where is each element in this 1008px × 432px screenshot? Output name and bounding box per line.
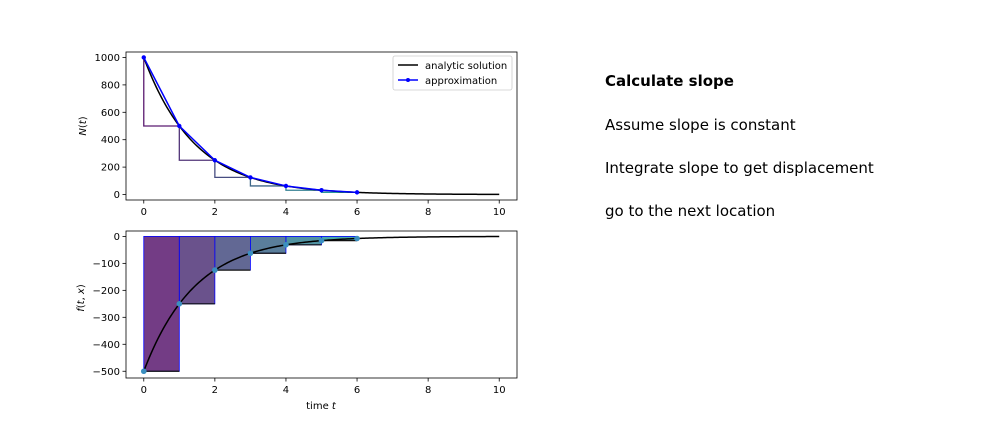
legend-approximation-marker: [406, 78, 410, 82]
y-tick-label-2: −300: [93, 313, 120, 324]
approximation-point-6: [354, 190, 360, 195]
y-tick-label-3: 600: [101, 108, 120, 119]
x-tick-label-1: 2: [212, 385, 218, 396]
y-label-paren-close: ): [78, 116, 89, 120]
note-step-1: Assume slope is constant: [605, 116, 796, 134]
note-step-2: Integrate slope to get displacement: [605, 159, 874, 177]
x-label-t: t: [332, 401, 337, 412]
slope-bar-3: [250, 235, 287, 254]
approximation-point-5: [319, 188, 324, 193]
x-tick-label-1: 2: [212, 207, 218, 218]
y-label-t: t: [78, 119, 89, 124]
slope-axes-frame: [125, 230, 518, 379]
population-y-axis-label: N(t): [78, 116, 89, 135]
y-tick-label-1: 200: [101, 163, 120, 174]
population-ticks: 0 2 4 6 8 10 0 200 400 600 800 1000: [95, 53, 506, 218]
y-tick-label-4: −100: [93, 259, 120, 270]
x-tick-label-5: 10: [493, 385, 506, 396]
y-tick-label-1: −400: [93, 340, 120, 351]
slope-chart: 0 2 4 6 8 10−500−400−300−200−1000 f(t, x) tim…: [76, 230, 518, 412]
slope-bar-1: [178, 235, 216, 305]
y-tick-label-5: 1000: [95, 53, 120, 64]
slope-point-3: [247, 250, 254, 257]
slope-bar-2: [214, 235, 251, 271]
approximation-point-2: [212, 158, 218, 163]
approximation-point-4: [283, 183, 289, 189]
y-label-n: N: [78, 128, 89, 136]
x-tick-label-4: 8: [425, 385, 431, 396]
legend-analytic-label: analytic solution: [425, 61, 507, 72]
slope-y-axis-label: f(t, x): [76, 284, 87, 312]
step-construction-1: [178, 126, 215, 161]
slope-point-5: [318, 237, 325, 244]
population-chart: 0 2 4 6 8 10 0 200 400 600 800 1000 N(t) analytic s…: [78, 51, 518, 218]
x-tick-label-5: 10: [493, 207, 506, 218]
approximation-line: [143, 57, 358, 194]
x-tick-label-3: 6: [354, 385, 360, 396]
y-label-f: f: [76, 307, 87, 312]
population-plot-area: [141, 55, 500, 196]
slope-x-axis-label: time t: [306, 401, 337, 412]
legend-approximation-label: approximation: [425, 76, 497, 87]
y-label-paren-open: (: [76, 304, 87, 308]
step-construction-3: [249, 177, 286, 187]
slope-bar-0: [143, 235, 180, 372]
step-construction-0: [143, 57, 180, 127]
note-step-3: go to the next location: [605, 202, 776, 220]
legend: analytic solution approximation: [392, 55, 513, 91]
x-tick-label-4: 8: [425, 207, 431, 218]
legend-box: [392, 55, 513, 91]
y-tick-label-5: 0: [114, 232, 120, 243]
y-label-t: t: [76, 299, 87, 304]
x-tick-label-0: 0: [141, 385, 147, 396]
slope-plot-area: [140, 235, 500, 375]
slope-ticks: 0 2 4 6 8 10 −500 −400 −300 −200 −100 0: [93, 232, 506, 396]
x-tick-label-0: 0: [141, 207, 147, 218]
y-tick-label-2: 400: [101, 135, 120, 146]
y-tick-label-0: −500: [93, 367, 120, 378]
population-axes-frame: [125, 51, 518, 201]
slope-point-1: [176, 301, 183, 307]
y-label-paren-open: (: [78, 124, 89, 128]
approximation-point-1: [177, 123, 182, 129]
y-label-x: x: [76, 288, 87, 295]
approximation-point-3: [248, 175, 253, 180]
approximation-point-0: [141, 55, 146, 60]
y-tick-label-3: −200: [93, 286, 120, 297]
y-label-comma: ,: [76, 294, 87, 300]
slope-point-0: [140, 368, 147, 375]
slope-point-6: [354, 235, 360, 242]
notes-title: Calculate slope: [605, 72, 734, 90]
y-tick-label-4: 800: [101, 80, 120, 91]
y-label-paren-close: ): [76, 284, 87, 288]
x-label-time: time: [306, 401, 332, 412]
x-tick-label-2: 4: [283, 385, 289, 396]
x-tick-label-2: 4: [283, 207, 289, 218]
slope-point-2: [212, 267, 218, 273]
slope-point-4: [283, 242, 289, 248]
y-tick-label-0: 0: [114, 190, 120, 201]
x-tick-label-3: 6: [354, 207, 360, 218]
step-construction-2: [214, 160, 251, 179]
